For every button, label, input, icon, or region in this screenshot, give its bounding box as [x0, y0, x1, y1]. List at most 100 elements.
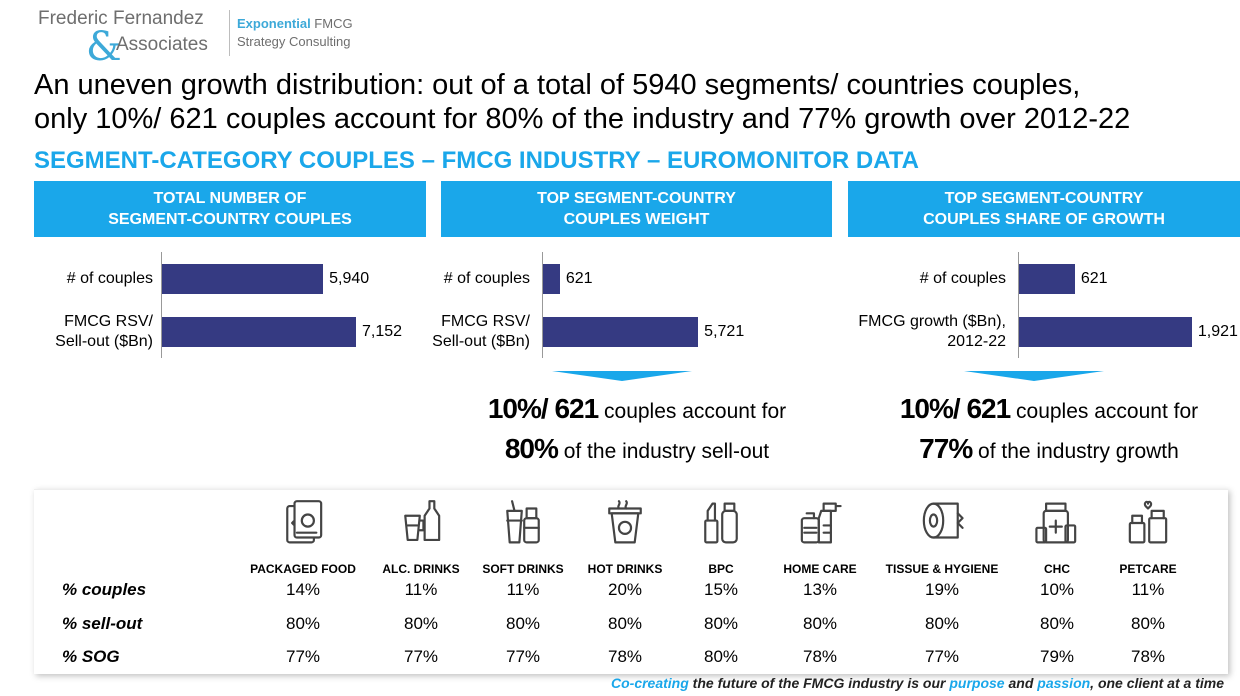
alc-drinks-icon	[404, 500, 441, 542]
table-cell: 77%	[924, 647, 960, 666]
chart-bar	[162, 317, 356, 347]
soft-drinks-icon	[506, 500, 540, 544]
table-cell: 80%	[924, 614, 960, 633]
table-cell: 80%	[802, 614, 838, 633]
table-cell: 10%	[1039, 580, 1075, 599]
bar-category-label: # of couples	[919, 270, 1006, 287]
bar-category-label: # of couples	[66, 270, 153, 287]
table-cell: 13%	[802, 580, 838, 599]
table-cell: 80%	[703, 647, 739, 666]
chc-icon	[1035, 502, 1077, 544]
category-name: HOME CARE	[783, 562, 857, 576]
table-cell: 79%	[1039, 647, 1075, 666]
weight-statement: 10%/ 621 couples account for 80% of the …	[487, 393, 787, 464]
table-cell: 80%	[285, 614, 321, 633]
chart-axis	[542, 252, 543, 358]
table-cell: 11%	[404, 580, 438, 599]
table-cell: 80%	[1039, 614, 1075, 633]
category-name: CHC	[1044, 562, 1070, 576]
down-arrow-icon	[964, 371, 1104, 381]
bar-chart-top-couples-growth: 621 # of couples 1,921 FMCG growth ($Bn), 20…	[820, 248, 1240, 358]
bar-value-label: 621	[1080, 270, 1108, 287]
column-header-total: TOTAL NUMBER OF SEGMENT-COUNTRY COUPLES	[34, 181, 426, 237]
category-name: PETCARE	[1119, 562, 1177, 576]
category-name: SOFT DRINKS	[482, 562, 564, 576]
table-cell: 11%	[1131, 580, 1165, 599]
hot-drinks-icon	[608, 500, 642, 544]
table-cell: 78%	[802, 647, 838, 666]
bar-category-label: # of couples	[443, 270, 530, 287]
growth-statement: 10%/ 621 couples account for 77% of the …	[899, 393, 1199, 464]
category-column: BPC	[661, 498, 781, 576]
page-title: An uneven growth distribution: out of a …	[34, 68, 1234, 136]
chart-bar	[1019, 317, 1192, 347]
packaged-food-icon	[286, 500, 323, 544]
section-subtitle: SEGMENT-CATEGORY COUPLES – FMCG INDUSTRY…	[34, 147, 919, 174]
logo-name-line1: Frederic Fernandez	[38, 8, 204, 29]
category-column: TISSUE & HYGIENE	[882, 498, 1002, 576]
down-arrow-icon	[552, 371, 692, 381]
table-cell: 80%	[703, 614, 739, 633]
category-column: ALC. DRINKS	[361, 498, 481, 576]
bar-chart-total-couples: 5,940 # of couples 7,152 FMCG RSV/Sell-out …	[34, 248, 434, 358]
table-cell: 77%	[285, 647, 321, 666]
category-name: BPC	[708, 562, 734, 576]
category-name: HOT DRINKS	[587, 562, 663, 576]
category-column: PETCARE	[1088, 498, 1208, 576]
petcare-icon	[1128, 500, 1168, 544]
column-header-weight: TOP SEGMENT-COUNTRY COUPLES WEIGHT	[441, 181, 832, 237]
chart-axis	[1018, 252, 1019, 358]
category-column: PACKAGED FOOD	[243, 498, 363, 576]
title-line-2: only 10%/ 621 couples account for 80% of…	[34, 103, 1131, 135]
table-cell: 80%	[607, 614, 643, 633]
chart-bar	[162, 264, 324, 294]
category-name: TISSUE & HYGIENE	[885, 562, 999, 576]
bar-category-label: FMCG RSV/Sell-out ($Bn)	[432, 313, 530, 350]
bar-value-label: 1,921	[1197, 323, 1238, 340]
chart-axis	[161, 252, 162, 358]
table-cell: 14%	[285, 580, 321, 599]
bar-value-label: 7,152	[362, 323, 403, 340]
bar-value-label: 621	[565, 270, 593, 287]
table-cell: 77%	[403, 647, 439, 666]
bar-value-label: 5,940	[329, 270, 370, 287]
row-label-couples: % couples	[62, 580, 147, 599]
title-line-1: An uneven growth distribution: out of a …	[34, 69, 1081, 101]
column-header-growth: TOP SEGMENT-COUNTRY COUPLES SHARE OF GROW…	[848, 181, 1240, 237]
chart-bar	[543, 264, 560, 294]
table-cell: 78%	[1130, 647, 1166, 666]
logo-ampersand: &	[86, 24, 122, 70]
row-label-sog: % SOG	[62, 647, 120, 666]
category-column: CHC	[997, 498, 1117, 576]
home-care-icon	[800, 502, 842, 544]
category-column: HOT DRINKS	[565, 498, 685, 576]
table-cell: 77%	[505, 647, 541, 666]
table-cell: 15%	[703, 580, 739, 599]
company-logo: Frederic Fernandez & Associates Exponent…	[38, 6, 378, 70]
tissue-hygiene-icon	[922, 502, 964, 539]
logo-tagline-1: Exponential FMCG	[237, 16, 353, 31]
table-cell: 19%	[924, 580, 960, 599]
table-cell: 78%	[607, 647, 643, 666]
category-name: ALC. DRINKS	[382, 562, 460, 576]
category-column: HOME CARE	[760, 498, 880, 576]
chart-bar	[543, 317, 699, 347]
table-cell: 80%	[1130, 614, 1166, 633]
table-cell: 11%	[506, 580, 540, 599]
logo-tagline-2: Strategy Consulting	[237, 34, 351, 49]
category-column: SOFT DRINKS	[463, 498, 583, 576]
category-name: PACKAGED FOOD	[250, 562, 356, 576]
chart-bar	[1019, 264, 1075, 294]
bar-category-label: FMCG growth ($Bn), 2012-22	[858, 313, 1006, 350]
bar-value-label: 5,721	[704, 323, 745, 340]
logo-name-line2: Associates	[116, 34, 208, 55]
footer-tagline: Co-creating the future of the FMCG indus…	[611, 675, 1224, 691]
table-cell: 80%	[505, 614, 541, 633]
table-cell: 20%	[607, 580, 643, 599]
category-table	[34, 489, 1228, 674]
logo-divider	[229, 10, 230, 56]
bar-chart-top-couples-weight: 621 # of couples 5,721 FMCG RSV/Sell-out ($…	[410, 248, 840, 358]
table-cell: 80%	[403, 614, 439, 633]
row-label-sellout: % sell-out	[62, 614, 143, 633]
bar-category-label: FMCG RSV/Sell-out ($Bn)	[55, 313, 153, 350]
